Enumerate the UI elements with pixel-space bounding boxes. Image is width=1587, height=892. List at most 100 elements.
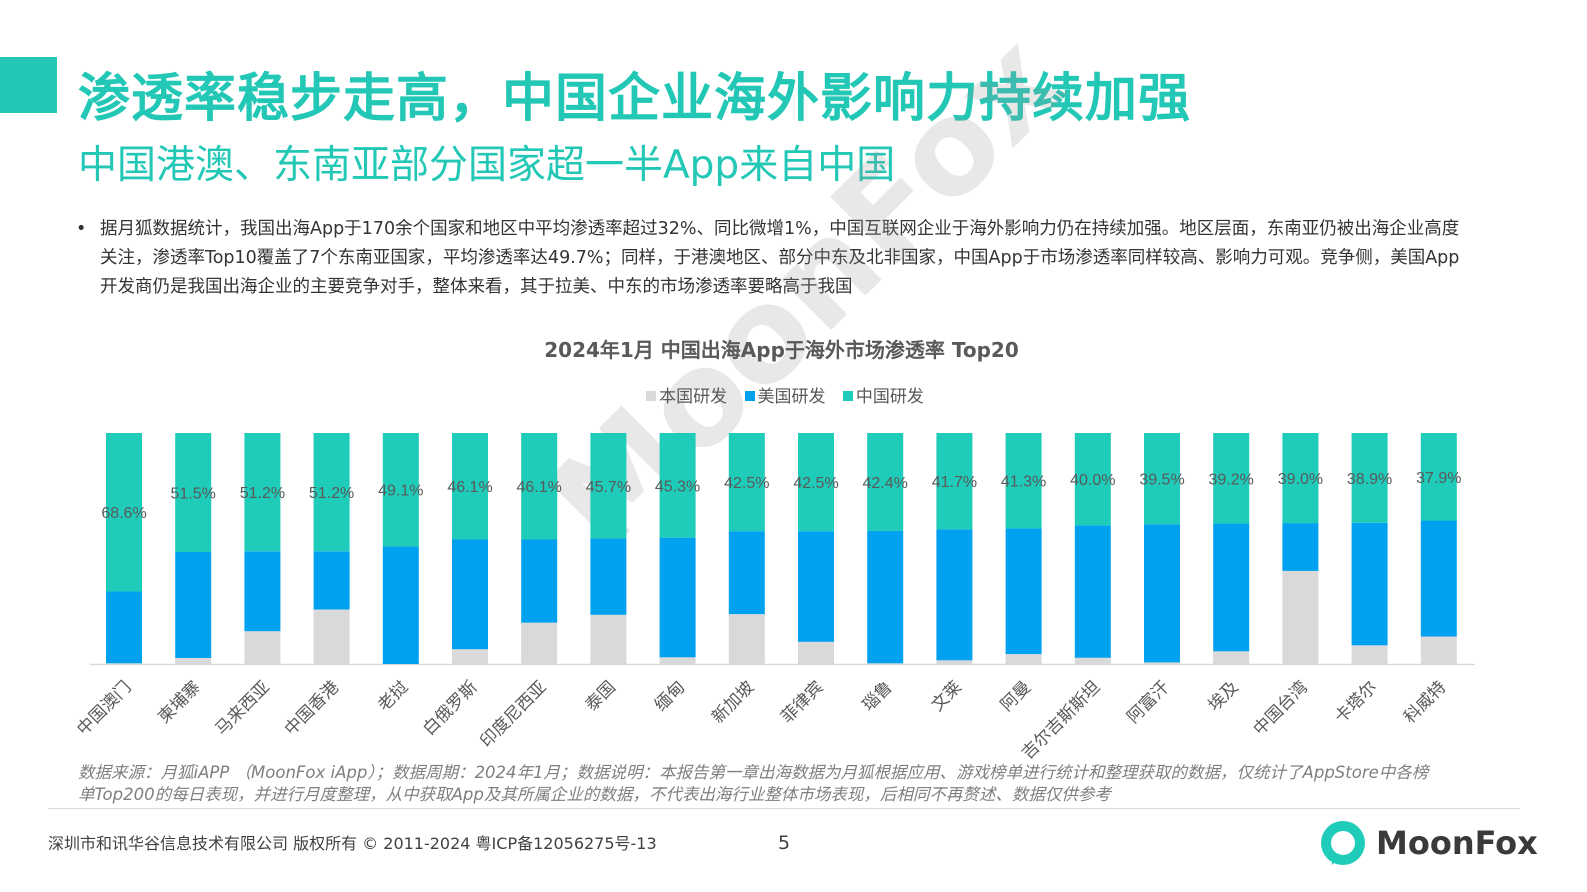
bar-segment-usa [175,551,212,658]
logo-text: MoonFox [1376,824,1538,862]
chart-title: 2024年1月 中国出海App于海外市场渗透率 Top20 [544,338,1019,362]
source-line-1: 数据来源：月狐iAPP （MoonFox iApp）；数据周期：2024年1月；… [78,763,1429,782]
legend-swatch-china [842,391,853,401]
data-label: 41.7% [932,474,977,491]
category-label: 柬埔寨 [155,677,205,727]
category-label: 埃及 [1205,677,1243,715]
bar-segment-usa [106,591,142,664]
bar-segment-local [1144,662,1180,664]
bar-segment-china [521,433,558,540]
bar-segment-china [798,433,834,532]
category-label: 新加坡 [708,677,758,727]
bar-segment-usa [382,546,419,664]
bar-segment-china [1420,433,1457,521]
summary-text: 据月狐数据统计，我国出海App于170余个国家和地区中平均渗透率超过32%、同比… [100,219,1460,297]
data-label: 38.9% [1347,471,1392,488]
bar-segment-china [1282,433,1319,524]
bar-segment-usa [452,539,488,650]
bar-segment-local [590,614,627,664]
bullet-dot: • [76,219,87,239]
bar-segment-usa [1351,522,1388,646]
bar-segment-usa [1074,525,1111,658]
category-label: 泰国 [582,677,620,715]
bar-segment-local [936,660,973,664]
bar-segment-usa [1420,520,1457,637]
data-label: 37.9% [1416,470,1461,487]
data-label: 42.4% [863,475,908,492]
bar-segment-china [936,433,973,530]
bar-segment-china [728,433,765,532]
data-label: 41.3% [1001,474,1046,491]
bar-segment-usa [867,530,904,664]
page-number: 5 [778,832,791,854]
legend-label-china: 中国研发 [855,387,924,407]
bar-segment-china [382,433,419,547]
bar-segment-usa [590,538,627,615]
bar-segment-local [1005,654,1042,664]
bar-segment-local [244,631,281,664]
legend-item-local: 本国研发 [646,387,727,407]
bar-segment-usa [728,531,765,615]
page-subtitle: 中国港澳、东南亚部分国家超一半App来自中国 [78,143,896,188]
data-label: 39.2% [1209,471,1254,488]
bar-segment-usa [521,539,558,623]
category-label: 白俄罗斯 [419,677,481,739]
category-label: 中国澳门 [73,677,135,739]
legend-swatch-usa [744,391,755,401]
bar-segment-local [521,622,558,664]
bar-segment-local [106,663,142,664]
bar-segment-china [175,433,212,552]
bar-segment-china [1074,433,1111,526]
bar-segment-local [728,614,765,664]
bar-segment-china [659,433,696,538]
bar-segment-china [590,433,627,539]
data-label: 39.5% [1139,472,1184,489]
data-label: 46.1% [517,479,562,496]
bar-segment-local [867,663,904,664]
category-label: 马来西亚 [212,677,274,739]
copyright-text: 深圳市和讯华谷信息技术有限公司 版权所有 © 2011-2024 粤ICP备12… [48,834,657,853]
data-label: 45.3% [655,478,700,495]
bar-segment-china [313,433,350,552]
bar-segment-local [1282,570,1319,664]
data-label: 46.1% [447,479,492,496]
bar-segment-china [244,433,281,552]
data-label: 51.2% [240,485,285,502]
bar-segment-usa [1005,528,1042,655]
source-line-2: 单Top200的每日表现，并进行月度整理，从中获取App及其所属企业的数据，不代… [78,785,1111,804]
data-label: 42.5% [724,475,769,492]
bar-segment-china [106,433,142,592]
category-label: 缅甸 [651,677,689,715]
legend-item-china: 中国研发 [842,387,924,407]
bar-segment-local [1351,645,1388,664]
legend-swatch-local [646,391,657,401]
bar-segment-local [1213,651,1250,664]
bar-segment-china [1213,433,1250,524]
legend-item-usa: 美国研发 [744,387,826,407]
category-label: 卡塔尔 [1331,677,1381,727]
bar-segment-local [1074,657,1111,664]
bar-segment-local [313,609,350,664]
legend-label-usa: 美国研发 [757,387,826,407]
data-label: 39.0% [1278,471,1323,488]
category-label: 阿富汗 [1123,677,1173,727]
bar-segment-local [452,649,488,664]
page-title: 渗透率稳步走高，中国企业海外影响力持续加强 [78,69,1192,129]
bar-segment-usa [1213,523,1250,652]
bar-segment-china [1144,433,1180,525]
data-label: 42.5% [793,475,838,492]
category-label: 瑙鲁 [859,677,897,715]
data-label: 68.6% [101,505,146,522]
category-label: 中国台湾 [1250,677,1312,739]
bar-segment-usa [1144,524,1180,663]
chart-legend: 本国研发 美国研发 中国研发 [0,382,1570,407]
data-label: 51.2% [309,485,354,502]
bar-segment-usa [798,531,834,642]
bar-segment-usa [659,537,696,658]
bar-segment-local [1420,636,1457,664]
title-accent-block [0,57,57,113]
bar-segment-local [659,657,696,664]
footer-divider [48,808,1520,809]
bar-segment-china [452,433,488,540]
